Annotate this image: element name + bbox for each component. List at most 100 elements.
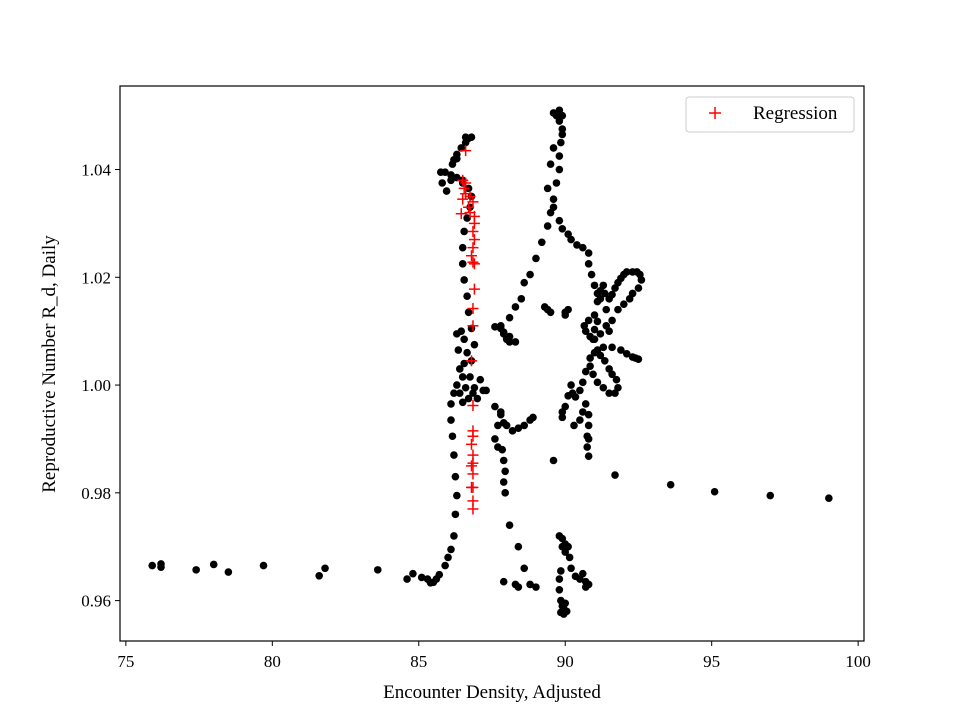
data-point	[584, 260, 593, 268]
data-point	[209, 560, 218, 569]
data-point	[614, 305, 622, 314]
data-point	[455, 365, 464, 373]
data-point	[581, 400, 590, 408]
y-axis-ticks: 0.96 0.98 1.00 1.02 1.04	[81, 161, 120, 611]
data-point	[499, 328, 508, 337]
regression-point	[455, 208, 467, 220]
data-point	[453, 173, 461, 182]
data-point	[766, 491, 775, 500]
data-point	[611, 471, 619, 479]
regression-point	[468, 283, 480, 295]
data-point	[637, 276, 646, 284]
data-point	[454, 346, 463, 354]
regression-point	[458, 182, 470, 194]
regression-point	[468, 234, 480, 246]
data-point	[460, 227, 468, 236]
data-point	[586, 362, 594, 370]
y-tick-label: 1.02	[81, 268, 111, 287]
data-point	[558, 130, 567, 139]
data-point	[564, 392, 572, 400]
data-point	[549, 144, 558, 152]
data-point	[605, 327, 613, 335]
data-point	[555, 586, 564, 594]
data-point	[555, 216, 564, 225]
data-point	[557, 138, 565, 147]
data-point	[555, 117, 564, 125]
y-axis-title: Reproductive Number R_d, Daily	[39, 235, 60, 493]
data-point	[561, 599, 570, 608]
data-point	[520, 421, 529, 430]
axes: 75 80 85 90 95 100 0.96 0.98 1.00 1.02 1.04 Encou…	[39, 85, 871, 703]
data-point	[520, 278, 529, 287]
data-point	[584, 316, 593, 325]
data-point	[451, 472, 460, 481]
data-point	[514, 424, 523, 432]
data-point	[466, 373, 474, 381]
data-point	[148, 561, 157, 570]
regression-point	[460, 145, 472, 157]
data-point	[450, 451, 458, 459]
data-point	[464, 308, 473, 317]
data-point	[447, 400, 455, 408]
data-point	[321, 564, 329, 573]
data-point	[576, 416, 584, 424]
data-point	[450, 389, 458, 397]
regression-point	[465, 355, 477, 367]
regression-point	[467, 303, 479, 315]
data-point	[482, 386, 490, 395]
legend-label-regression: Regression	[753, 103, 838, 124]
data-point	[590, 311, 599, 319]
data-point	[549, 203, 558, 212]
regression-point	[460, 177, 472, 189]
data-point	[546, 160, 555, 168]
data-point	[605, 389, 613, 397]
data-point	[458, 398, 467, 407]
data-point	[315, 572, 323, 580]
data-point	[558, 542, 567, 551]
data-point	[608, 343, 616, 352]
x-tick-label: 75	[117, 652, 134, 671]
data-point	[473, 394, 482, 403]
data-point	[447, 416, 455, 424]
data-point	[825, 494, 833, 503]
data-point	[584, 435, 593, 443]
data-point	[461, 383, 470, 392]
x-axis-title: Encounter Density, Adjusted	[383, 682, 601, 703]
data-point	[447, 176, 455, 185]
data-point	[469, 389, 477, 397]
data-point	[502, 421, 511, 430]
data-point	[461, 133, 470, 141]
regression-point	[465, 460, 477, 472]
data-point	[453, 491, 461, 500]
data-point	[579, 569, 587, 578]
data-point	[593, 297, 602, 306]
data-point	[470, 340, 479, 349]
data-point	[581, 583, 590, 591]
x-tick-label: 85	[410, 652, 427, 671]
data-point	[529, 413, 537, 422]
data-point	[476, 375, 485, 384]
data-point	[505, 338, 514, 346]
data-point	[593, 378, 602, 387]
plot-marks	[148, 106, 833, 618]
regression-point	[467, 503, 479, 515]
data-point	[532, 254, 540, 263]
data-point	[491, 323, 499, 331]
regression-point	[467, 320, 479, 332]
data-point	[543, 184, 552, 193]
regression-point	[467, 468, 479, 480]
data-point	[589, 335, 597, 344]
data-point	[593, 317, 602, 326]
data-point	[496, 321, 505, 330]
regression-point	[467, 457, 479, 469]
data-point	[625, 295, 634, 303]
data-point	[579, 378, 587, 387]
data-point	[584, 452, 593, 460]
data-point	[463, 292, 471, 300]
data-point	[599, 343, 608, 352]
data-point	[552, 179, 561, 187]
data-point	[460, 276, 468, 284]
data-point	[526, 580, 534, 589]
data-point	[590, 348, 599, 357]
